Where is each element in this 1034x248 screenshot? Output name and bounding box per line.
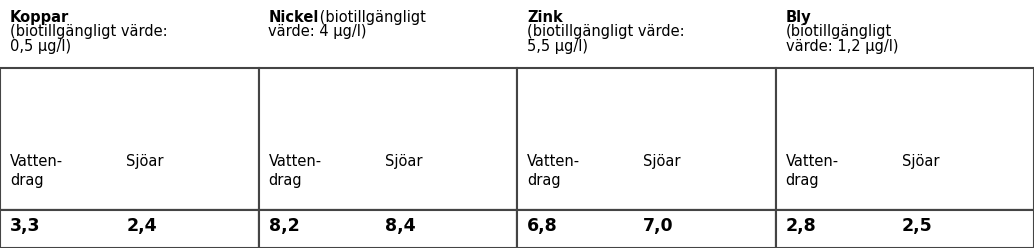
Text: Zink: Zink xyxy=(527,10,562,25)
Bar xyxy=(776,210,1034,248)
Text: 8,4: 8,4 xyxy=(385,217,416,235)
Bar xyxy=(517,210,776,248)
Text: Vatten-
drag: Vatten- drag xyxy=(527,154,580,187)
Text: 8,2: 8,2 xyxy=(269,217,299,235)
Text: Sjöar: Sjöar xyxy=(126,154,163,169)
Text: 6,8: 6,8 xyxy=(527,217,557,235)
Bar xyxy=(0,210,258,248)
Text: 2,5: 2,5 xyxy=(902,217,933,235)
Bar xyxy=(517,210,776,248)
Bar xyxy=(0,68,258,210)
Text: 5,5 µg/l): 5,5 µg/l) xyxy=(527,39,588,54)
Text: 2,4: 2,4 xyxy=(126,217,157,235)
Text: Sjöar: Sjöar xyxy=(643,154,680,169)
Text: Sjöar: Sjöar xyxy=(385,154,422,169)
Text: (biotillgängligt värde:: (biotillgängligt värde: xyxy=(10,25,168,39)
Text: (biotillgängligt värde:: (biotillgängligt värde: xyxy=(527,25,685,39)
Bar xyxy=(258,210,517,248)
Bar xyxy=(517,68,776,210)
Text: Vatten-
drag: Vatten- drag xyxy=(786,154,839,187)
Text: (biotillgängligt: (biotillgängligt xyxy=(314,10,426,25)
Text: (biotillgängligt: (biotillgängligt xyxy=(786,25,891,39)
Bar xyxy=(258,68,517,210)
Text: 0,5 µg/l): 0,5 µg/l) xyxy=(10,39,71,54)
Bar xyxy=(776,68,1034,210)
Text: värde: 1,2 µg/l): värde: 1,2 µg/l) xyxy=(786,39,898,54)
Text: Nickel: Nickel xyxy=(269,10,318,25)
Bar xyxy=(776,210,1034,248)
Text: Vatten-
drag: Vatten- drag xyxy=(10,154,63,187)
Text: Vatten-
drag: Vatten- drag xyxy=(269,154,322,187)
Text: Sjöar: Sjöar xyxy=(902,154,939,169)
Text: 7,0: 7,0 xyxy=(643,217,674,235)
Text: Bly: Bly xyxy=(786,10,811,25)
Text: värde: 4 µg/l): värde: 4 µg/l) xyxy=(269,25,367,39)
Text: 3,3: 3,3 xyxy=(10,217,40,235)
Bar xyxy=(0,210,258,248)
Text: Koppar: Koppar xyxy=(10,10,69,25)
Bar xyxy=(258,210,517,248)
Text: 2,8: 2,8 xyxy=(786,217,816,235)
